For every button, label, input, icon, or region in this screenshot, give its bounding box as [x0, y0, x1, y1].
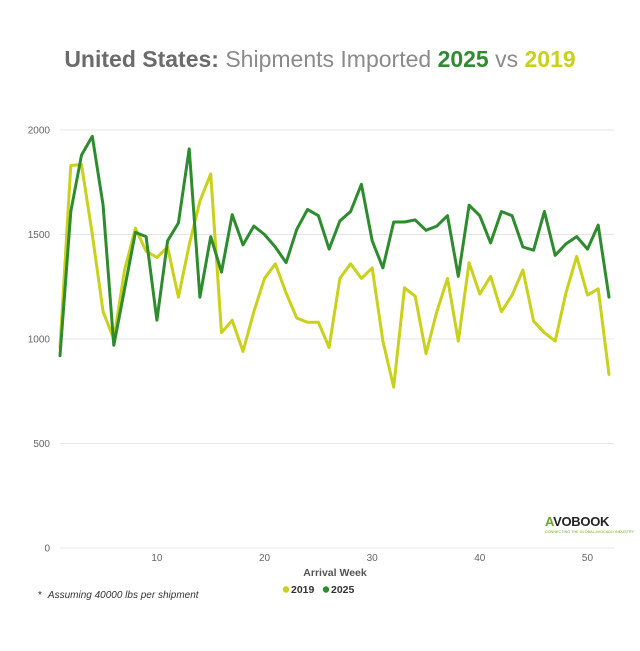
footnote-marker: * [38, 590, 42, 601]
series-line-2019[interactable] [58, 163, 611, 389]
title-vs: vs [495, 46, 519, 72]
x-tick-label: 10 [151, 553, 163, 564]
legend-marker-2019 [282, 586, 290, 593]
legend-label-2025[interactable]: 2025 [331, 584, 355, 596]
chart-title: United States: Shipments Imported 2025 v… [0, 46, 640, 73]
grid-lines [60, 129, 614, 549]
footnote-text: Assuming 40000 lbs per shipment [47, 590, 199, 601]
footnote: * Assuming 40000 lbs per shipment [38, 590, 199, 601]
title-country: United States: [64, 46, 219, 72]
legend[interactable]: 2019 2025 [282, 584, 355, 596]
x-tick-label: 40 [474, 553, 486, 564]
y-tick-label: 500 [33, 439, 50, 450]
title-year-2019: 2019 [524, 46, 576, 72]
title-year-2025: 2025 [437, 46, 489, 72]
x-axis-label: Arrival Week [303, 567, 367, 579]
logo-name: VOBOOK [553, 514, 610, 529]
avobook-logo: AVOBOOK CONNECTING THE GLOBAL AVOCADO IN… [545, 514, 635, 534]
y-axis-ticks: 0 500 1000 1500 2000 [28, 126, 51, 555]
series-line-2025[interactable] [58, 134, 611, 358]
title-metric: Shipments Imported [225, 46, 432, 72]
logo-accent-letter: A [545, 514, 554, 529]
y-tick-label: 1500 [28, 230, 51, 241]
logo-tagline: CONNECTING THE GLOBAL AVOCADO INDUSTRY [545, 530, 635, 534]
series-lines [58, 134, 611, 389]
legend-marker-2025 [322, 586, 330, 593]
logo-wordmark: AVOBOOK [545, 514, 617, 529]
y-tick-label: 1000 [28, 335, 51, 346]
y-tick-label: 0 [44, 544, 50, 555]
x-tick-label: 50 [582, 553, 594, 564]
x-axis-ticks: 10 20 30 40 50 [151, 553, 593, 564]
x-tick-label: 20 [259, 553, 271, 564]
legend-label-2019[interactable]: 2019 [291, 584, 315, 596]
y-tick-label: 2000 [28, 126, 51, 137]
x-tick-label: 30 [367, 553, 379, 564]
